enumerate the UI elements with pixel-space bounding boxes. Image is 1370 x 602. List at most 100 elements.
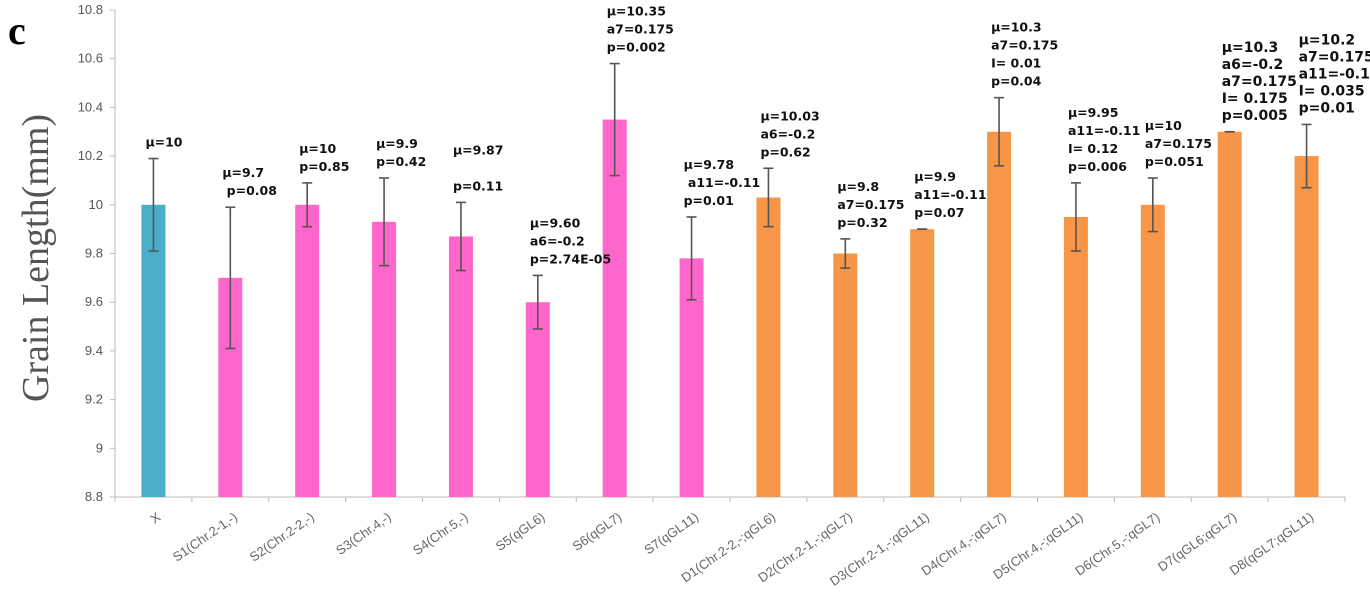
y-tick-label: 9.8 — [85, 246, 103, 261]
annotation-line: a11=-0.11 — [1299, 66, 1370, 82]
annotation-line: μ=10.2 — [1299, 32, 1356, 48]
bar — [372, 221, 397, 497]
annotation-line: μ=9.8 — [837, 179, 879, 194]
x-tick-label: S7(qGL11) — [641, 509, 701, 557]
annotation-line: a11=-0.11 — [684, 175, 761, 190]
annotation-line: μ=9.7 — [222, 165, 264, 180]
bar — [833, 253, 858, 497]
annotation-line: μ=9.9 — [914, 169, 956, 184]
y-tick-label: 9.6 — [85, 294, 103, 309]
panel-label: c — [8, 8, 26, 53]
x-tick-label: D6(Chr.5,-;qGL7) — [1072, 509, 1162, 578]
annotation-line: μ=9.9 — [376, 136, 418, 151]
y-tick-label: 9.2 — [85, 392, 103, 407]
error-bars — [148, 62, 1312, 350]
annotation-line: a11=-0.11 — [914, 187, 986, 202]
annotation-line: μ=9.87 — [453, 142, 504, 157]
x-tick-label: S2(Chr.2-2,-) — [247, 509, 317, 564]
bar-annotation: μ=9.87 p=0.11 — [453, 142, 504, 193]
x-tick-label: D8(qGL7;qGL11) — [1227, 509, 1317, 578]
bar — [525, 302, 550, 497]
bar — [756, 197, 781, 497]
x-tick-label: S5(qGL6) — [493, 509, 548, 554]
annotation-line: p=0.051 — [1145, 154, 1204, 169]
annotation-line: a7=0.175 — [837, 197, 904, 212]
bar — [602, 119, 627, 497]
annotation-line: μ=9.60 — [530, 215, 581, 230]
annotation-line: p=0.08 — [222, 183, 277, 198]
annotation-line: a7=0.175 — [1299, 49, 1370, 65]
annotation-line: a6=-0.2 — [760, 126, 815, 141]
bar-annotation: μ=9.60 a6=-0.2 p=2.74E-05 — [530, 215, 611, 266]
bar — [987, 131, 1012, 497]
bar — [1140, 204, 1165, 498]
annotation-line: p=0.006 — [1068, 159, 1127, 174]
annotation-line: p=2.74E-05 — [530, 251, 611, 266]
bar-series — [141, 119, 1319, 498]
y-tick-label: 10.6 — [78, 51, 103, 66]
bar-annotation: μ=9.8 a7=0.175 p=0.32 — [837, 179, 904, 230]
y-tick-label: 9.4 — [85, 343, 103, 358]
annotation-line: μ=10 — [145, 135, 182, 150]
bar-annotation: μ=9.7 p=0.08 — [222, 165, 277, 198]
annotation-line: I= 0.175 — [1222, 91, 1288, 107]
bar-annotation: μ=10 a7=0.175 p=0.051 — [1145, 118, 1212, 169]
y-tick-label: 10 — [89, 197, 103, 212]
bar-annotation: μ=10.3 a6=-0.2 a7=0.175 I= 0.175 p=0.005 — [1222, 40, 1297, 124]
annotation-line: a7=0.175 — [991, 38, 1058, 53]
bar — [448, 236, 473, 497]
bar — [1217, 131, 1242, 497]
bar — [1063, 216, 1088, 497]
y-tick-label: 10.8 — [78, 2, 103, 17]
x-tick-label: X — [147, 509, 163, 526]
bar — [295, 204, 320, 498]
bar — [910, 229, 935, 497]
annotation-line: μ=10.3 — [1222, 40, 1279, 56]
y-axis-label: Grain Length(mm) — [15, 114, 57, 402]
annotation-line: I= 0.12 — [1068, 141, 1118, 156]
annotation-line: I= 0.035 — [1299, 83, 1365, 99]
y-tick-label: 8.8 — [85, 489, 103, 504]
annotation-line: p=0.32 — [837, 215, 887, 230]
bar-annotation: μ=9.9 a11=-0.11 p=0.07 — [914, 169, 986, 220]
annotation-line: p=0.005 — [1222, 108, 1288, 124]
y-tick-label: 10.2 — [78, 148, 103, 163]
annotation-line: p=0.07 — [914, 205, 964, 220]
bar-annotation: μ=9.78 a11=-0.11 p=0.01 — [684, 157, 761, 208]
annotation-line: a6=-0.2 — [530, 233, 585, 248]
annotation-line: a6=-0.2 — [1222, 57, 1284, 73]
annotation-line: p=0.01 — [684, 193, 734, 208]
bar-annotations: μ=10 μ=9.7 p=0.08 μ=10 p=0.85 μ=9.9 p=0.42 μ=9… — [145, 4, 1370, 267]
y-tick-label: 9 — [96, 440, 103, 455]
x-axis — [114, 496, 1346, 502]
annotation-line: μ=10.03 — [760, 108, 819, 123]
bar — [141, 204, 166, 498]
annotation-line — [453, 160, 457, 175]
x-tick-label: S6(qGL7) — [570, 509, 625, 554]
annotation-line: p=0.11 — [453, 178, 503, 193]
bar-annotation: μ=10.3 a7=0.175 I= 0.01 p=0.04 — [991, 20, 1058, 89]
annotation-line: μ=10.3 — [991, 20, 1042, 35]
bar-annotation: μ=9.95 a11=-0.11 I= 0.12 p=0.006 — [1068, 105, 1140, 174]
bar-annotation: μ=10.03 a6=-0.2 p=0.62 — [760, 108, 819, 159]
x-tick-label: S4(Chr.5,-) — [410, 509, 471, 558]
bar — [1294, 156, 1319, 497]
annotation-line: μ=10 — [1145, 118, 1182, 133]
annotation-line: p=0.42 — [376, 154, 426, 169]
annotation-line: p=0.002 — [607, 40, 666, 55]
annotation-line: p=0.04 — [991, 74, 1042, 89]
x-tick-label: S1(Chr.2-1,-) — [170, 509, 240, 564]
annotation-line: a7=0.175 — [1222, 74, 1297, 90]
annotation-line: μ=10.35 — [607, 4, 666, 19]
annotation-line: a11=-0.11 — [1068, 123, 1140, 138]
bar-annotation: μ=10.35 a7=0.175 p=0.002 — [607, 4, 674, 55]
annotation-line: p=0.85 — [299, 159, 349, 174]
annotation-line: I= 0.01 — [991, 56, 1041, 71]
annotation-line: p=0.62 — [760, 144, 810, 159]
x-tick-label: S3(Chr.4,-) — [333, 509, 394, 558]
y-axis: 8.8 9 9.2 9.4 9.6 9.8 10 10.2 10.4 10.6 10.8 — [78, 2, 116, 504]
annotation-line: μ=10 — [299, 141, 336, 156]
annotation-line: p=0.01 — [1299, 100, 1355, 116]
